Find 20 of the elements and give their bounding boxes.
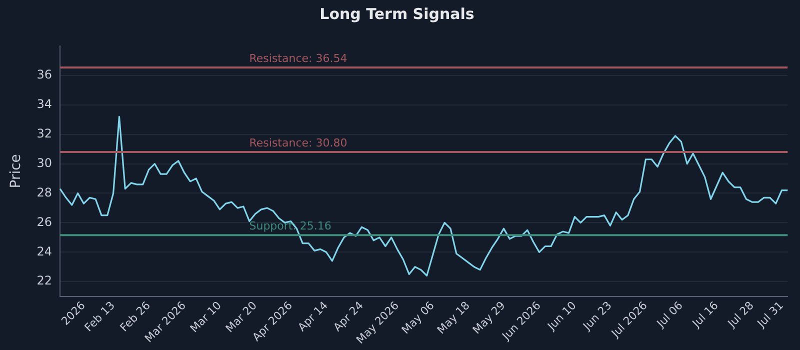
y-tick-label: 22 [36, 274, 52, 288]
y-tick-label: 36 [36, 68, 52, 82]
x-tick-label: Jul 31 [754, 298, 786, 331]
ref-line-label: Resistance: 30.80 [249, 136, 348, 150]
y-tick-label: 34 [36, 97, 52, 112]
chart-title: Long Term Signals [320, 4, 474, 23]
y-tick-label: 32 [36, 126, 52, 140]
x-tick-label: Jul 28 [724, 298, 756, 331]
x-tick-label: Jul 06 [654, 298, 686, 331]
x-tick-label: Jul 16 [689, 298, 721, 331]
x-tick-label: Mar 10 [188, 298, 224, 336]
y-tick-label: 26 [36, 214, 52, 229]
ref-line-label: Support: 25.16 [249, 219, 332, 232]
ref-line-label: Resistance: 36.54 [249, 52, 348, 65]
y-axis-title: Price [8, 154, 24, 188]
x-tick-label: Apr 14 [295, 298, 330, 334]
y-tick-label: 24 [36, 244, 52, 258]
y-tick-label: 28 [36, 185, 52, 200]
y-tick-label: 30 [36, 156, 52, 170]
x-tick-label: Jun 10 [544, 298, 579, 334]
